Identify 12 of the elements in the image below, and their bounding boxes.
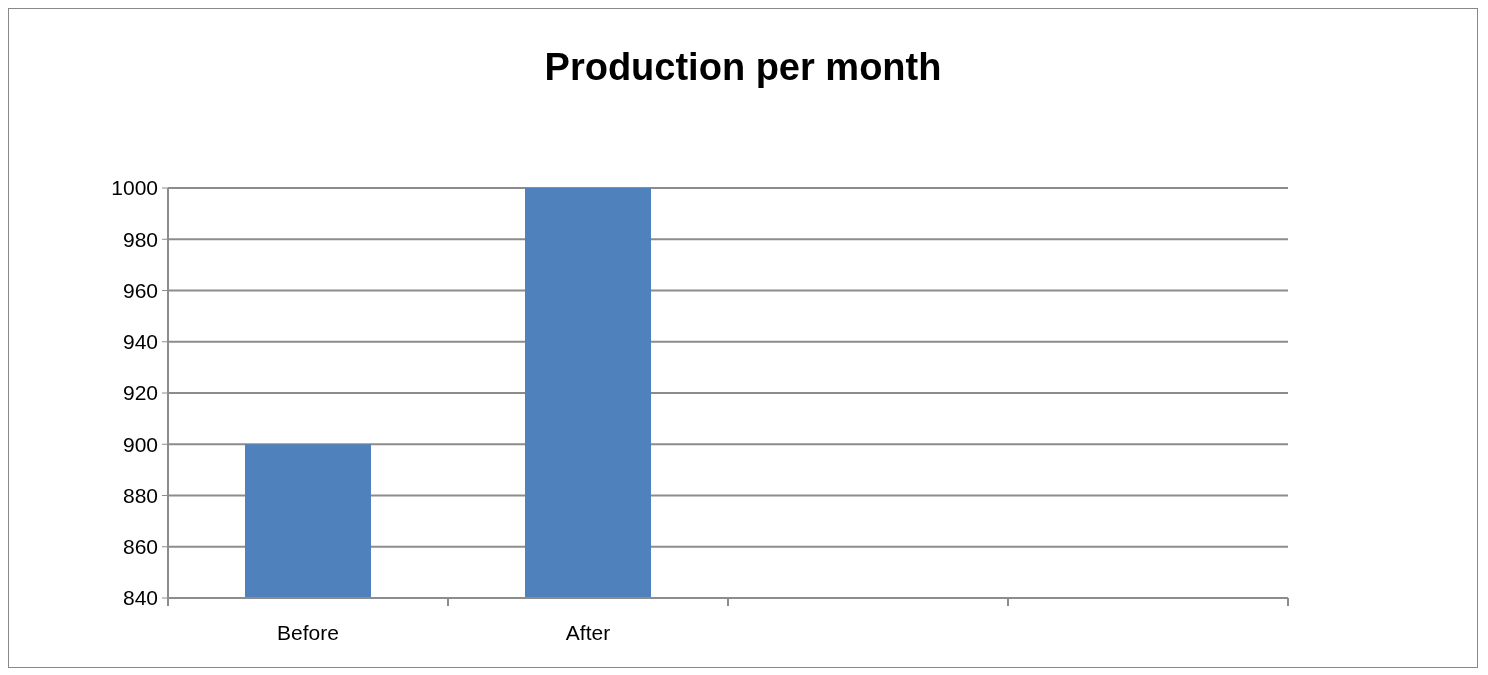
y-tick-label: 940: [122, 330, 158, 354]
y-tick-label: 980: [122, 227, 158, 251]
y-tick-label: 920: [122, 381, 158, 405]
y-tick-label: 840: [122, 586, 158, 610]
chart-title: Production per month: [544, 46, 942, 88]
y-tick-label: 880: [122, 483, 158, 507]
y-tick-label: 1000: [111, 176, 158, 200]
x-tick-label: After: [565, 621, 611, 644]
y-tick-label: 960: [122, 278, 158, 302]
x-tick-label: Before: [277, 621, 339, 644]
y-tick-label: 860: [122, 535, 158, 559]
y-tick-label: 900: [122, 432, 158, 456]
